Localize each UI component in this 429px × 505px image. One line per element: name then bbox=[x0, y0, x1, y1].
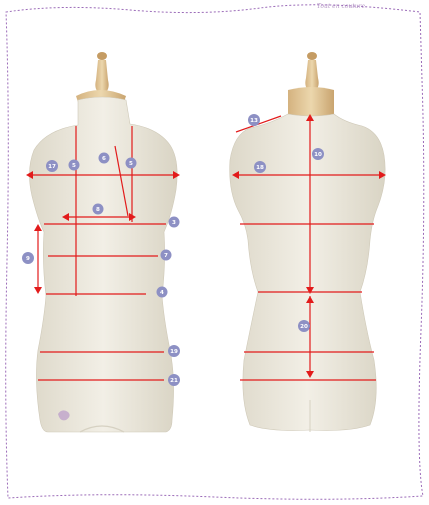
back-torso bbox=[230, 114, 385, 430]
label-5-right: 5 bbox=[129, 161, 133, 167]
label-8: 8 bbox=[96, 207, 100, 213]
label-7: 7 bbox=[164, 253, 168, 259]
label-4: 4 bbox=[160, 290, 164, 296]
label-13: 13 bbox=[250, 118, 258, 124]
label-9: 9 bbox=[26, 256, 30, 262]
label-3: 3 bbox=[172, 220, 176, 226]
back-stem bbox=[305, 60, 318, 90]
label-21: 21 bbox=[170, 378, 178, 384]
front-mannequin: 17 5 6 5 8 3 9 7 4 19 21 bbox=[22, 52, 180, 432]
label-6: 6 bbox=[102, 156, 106, 162]
label-19: 19 bbox=[170, 349, 178, 355]
back-mannequin: 13 10 18 20 bbox=[230, 52, 386, 432]
label-5-left: 5 bbox=[72, 163, 76, 169]
label-20: 20 bbox=[300, 324, 308, 330]
front-torso bbox=[29, 97, 177, 432]
back-knob bbox=[307, 52, 317, 60]
front-stem bbox=[95, 60, 108, 92]
front-knob bbox=[97, 52, 107, 60]
label-18: 18 bbox=[256, 165, 264, 171]
label-17: 17 bbox=[48, 164, 56, 170]
back-neck bbox=[288, 87, 334, 118]
label-10: 10 bbox=[314, 152, 322, 158]
